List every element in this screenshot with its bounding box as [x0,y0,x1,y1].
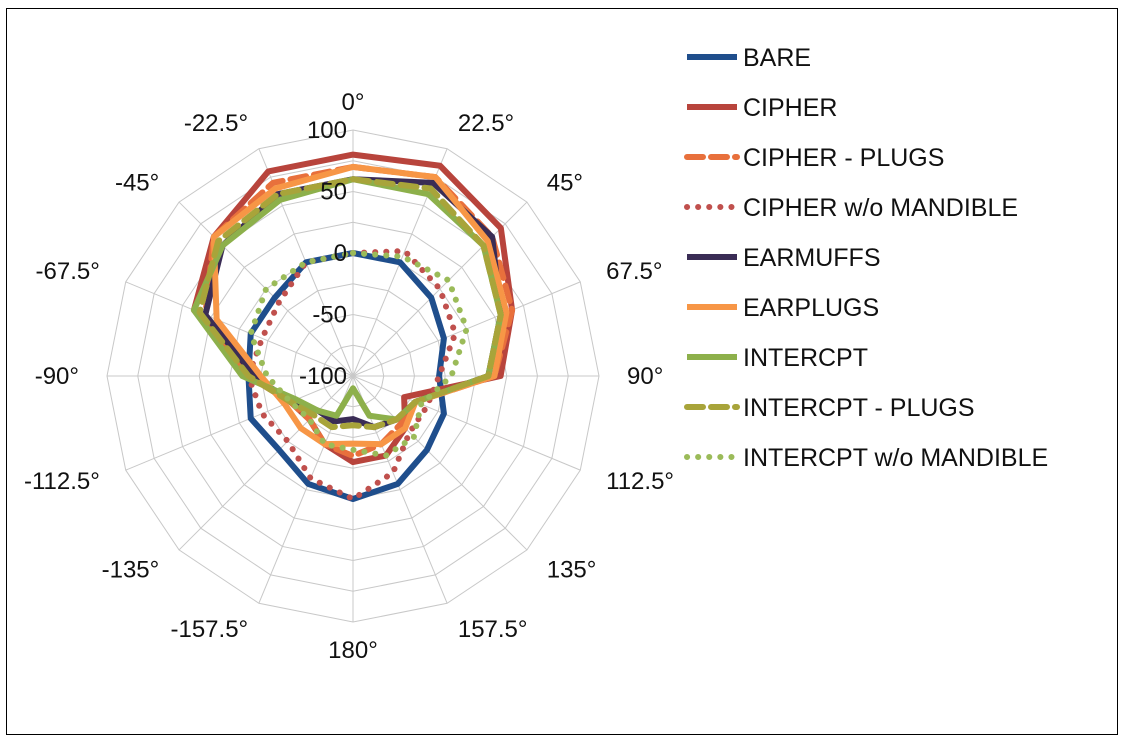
radial-tick-label: 50 [320,179,347,206]
chart-frame: 0° 22.5° 45° 67.5° 90° 112.5° 135° 157.5° 180° -1… [6,8,1118,735]
radial-tick-label: -100 [299,363,347,390]
grid-spoke [352,375,528,551]
angle-label: 157.5° [458,616,528,643]
radial-tick-label: 0 [334,240,347,267]
angle-labels: 0° 22.5° 45° 67.5° 90° 112.5° 135° 157.5° 180° -1… [24,89,674,664]
angle-label: 112.5° [606,468,674,495]
legend-entry: INTERCPT w/o MANDIBLE [743,444,1048,472]
series-line-earplugs [210,163,510,448]
angle-label: 0° [342,89,365,116]
angle-label: 90° [627,363,663,390]
series-lines [190,151,516,502]
legend-entry: BARE [743,44,811,72]
legend-entry: CIPHER - PLUGS [743,144,944,172]
series-line-bare [245,250,447,502]
legend-entry: EARMUFFS [743,244,881,272]
legend: BARE CIPHER CIPHER - PLUGS CIPHER w/o MANDI… [684,44,1048,472]
series-line-intercpt-plugs [196,176,504,431]
angle-label: 22.5° [458,110,514,137]
angle-label: -112.5° [24,468,100,495]
angle-label: 67.5° [606,258,662,285]
radar-chart: 0° 22.5° 45° 67.5° 90° 112.5° 135° 157.5° 180° -1… [24,44,1048,664]
angle-label: -45° [115,169,159,196]
legend-entry: CIPHER [743,94,837,122]
angle-label: 135° [547,557,597,584]
grid-spoke [125,281,354,377]
angle-label: -157.5° [170,616,248,643]
angle-label: -22.5° [184,110,248,137]
legend-entry: CIPHER w/o MANDIBLE [743,194,1018,222]
grid-spoke [352,201,528,377]
legend-entry: EARPLUGS [743,294,879,322]
grid-spoke [178,375,354,551]
radial-tick-label: 100 [307,117,347,144]
series-line-intercpt-w-o-mandible [247,250,470,459]
radial-tick-label: -50 [312,302,347,329]
angle-label: 180° [328,637,378,664]
grid-spoke [125,375,354,471]
angle-label: -90° [35,363,79,390]
radial-tick-labels: -100 -50 0 50 100 [299,117,347,390]
series-line-cipher-w-o-mandible [245,247,459,502]
grid-spoke [352,375,581,471]
radar-grid [106,129,600,623]
angle-label: -135° [102,557,160,584]
legend-entry: INTERCPT [743,344,868,372]
angle-label: 45° [547,169,583,196]
angle-label: -67.5° [36,258,100,285]
legend-entry: INTERCPT - PLUGS [743,394,975,422]
series-line-cipher [190,151,516,466]
